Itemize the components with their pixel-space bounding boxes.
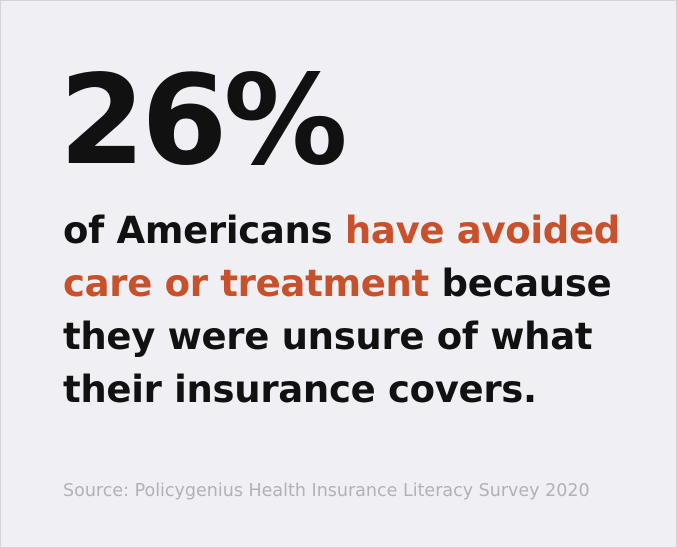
statement-segment: of Americans <box>63 209 333 252</box>
stat: 26% <box>59 49 348 193</box>
statement-segment: because they were unsure of what their i… <box>63 262 612 411</box>
statement: of Americans have avoided care or treatm… <box>63 204 638 416</box>
source: Source: Policygenius Health Insurance Li… <box>63 481 590 501</box>
statement-highlight: have avoided care or treatment <box>63 209 620 305</box>
